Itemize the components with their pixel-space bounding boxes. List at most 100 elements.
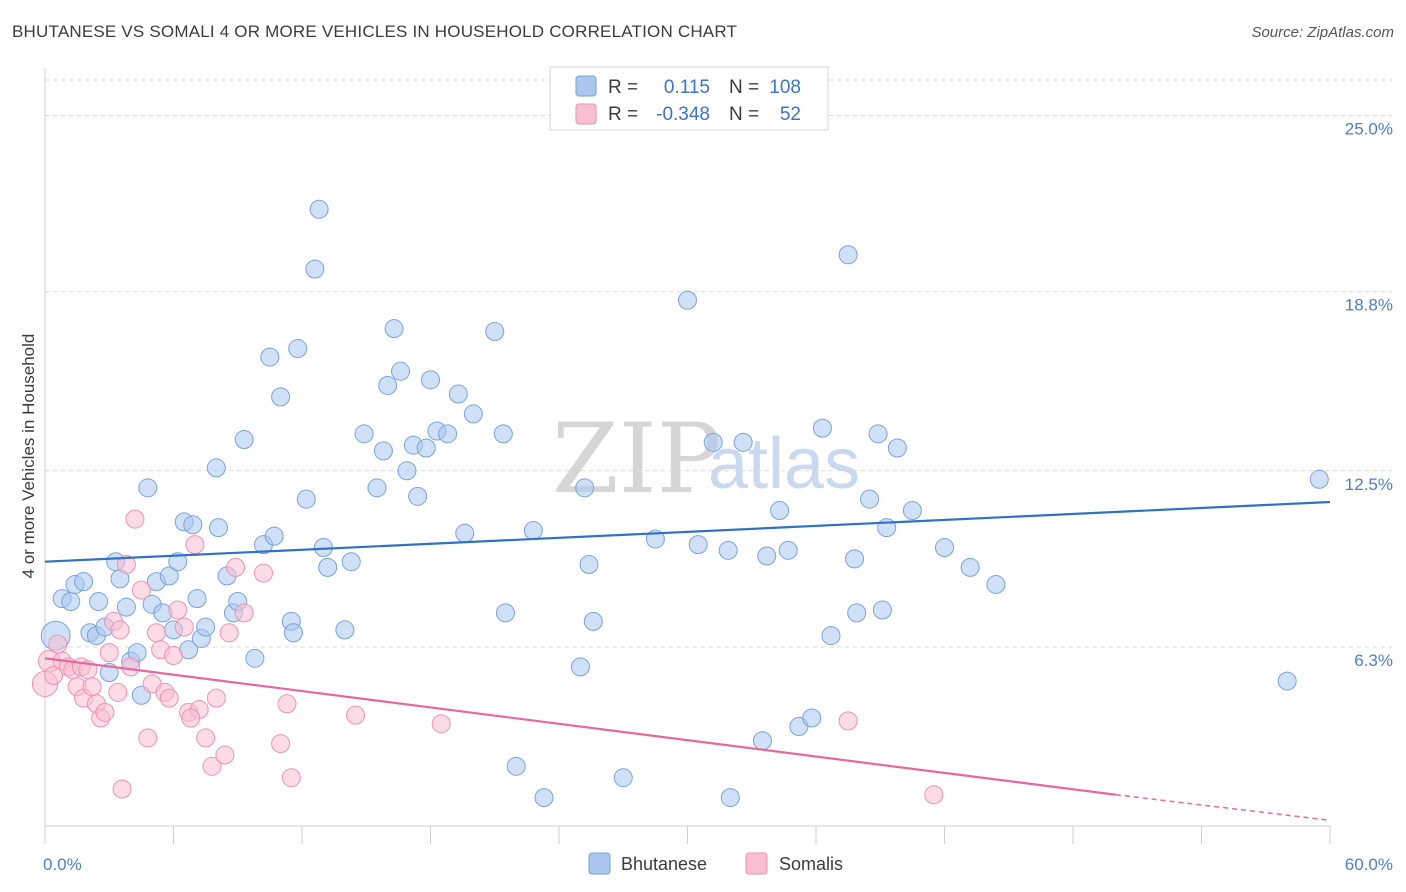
bhutanese-point — [187, 589, 207, 609]
series-legend: Bhutanese Somalis — [588, 852, 843, 875]
somalis-point — [95, 702, 115, 722]
bhutanese-point — [838, 245, 858, 265]
bhutanese-point — [183, 515, 203, 535]
bhutanese-point — [579, 555, 599, 575]
bhutanese-point — [778, 540, 798, 560]
chart-title: BHUTANESE VS SOMALI 4 OR MORE VEHICLES I… — [12, 22, 738, 41]
bhutanese-point — [986, 574, 1006, 594]
somalis-point — [281, 768, 301, 788]
bhutanese-point — [416, 438, 436, 458]
legend-swatch-blue — [575, 75, 597, 97]
bhutanese-point — [847, 603, 867, 623]
bhutanese-point — [373, 441, 393, 461]
trend-lines — [44, 500, 1331, 822]
correlation-legend: R = 0.115 N = 108 R = -0.348 N = 52 — [549, 66, 829, 131]
bhutanese-point — [296, 489, 316, 509]
bhutanese-point — [770, 501, 790, 521]
somalis-point — [838, 711, 858, 731]
somalis-point — [44, 665, 64, 685]
bhutanese-point — [506, 756, 526, 776]
bhutanese-point — [206, 458, 226, 478]
somalis-point — [226, 557, 246, 577]
legend-r-label: R = — [608, 77, 638, 98]
bhutanese-point — [570, 657, 590, 677]
somalis-point — [206, 688, 226, 708]
somalis-point — [431, 714, 451, 734]
somalis-point — [234, 603, 254, 623]
bhutanese-point — [733, 432, 753, 452]
bhutanese-point — [245, 648, 265, 668]
somalis-point — [219, 623, 239, 643]
bhutanese-point — [288, 339, 308, 359]
bhutanese-point — [283, 623, 303, 643]
bhutanese-point — [397, 461, 417, 481]
bhutanese-point — [902, 501, 922, 521]
y-tick-label: 6.3% — [1354, 651, 1393, 670]
bhutanese-point — [378, 376, 398, 396]
bhutanese-point — [455, 523, 475, 543]
bhutanese-point — [196, 617, 216, 637]
somalis-point — [174, 617, 194, 637]
bhutanese-point — [1309, 469, 1329, 489]
bhutanese-point — [408, 486, 428, 506]
bhutanese-point — [271, 387, 291, 407]
bhutanese-point — [821, 626, 841, 646]
bhutanese-point — [802, 708, 822, 728]
bhutanese-point — [1277, 671, 1297, 691]
bhutanese-point — [208, 518, 228, 538]
bhutanese-point — [61, 591, 81, 611]
bhutanese-point — [752, 731, 772, 751]
somalis-point — [159, 688, 179, 708]
bhutanese-point — [845, 549, 865, 569]
y-tick-label: 12.5% — [1345, 475, 1393, 494]
bhutanese-point — [868, 424, 888, 444]
somalis-point — [121, 657, 141, 677]
somalis-point — [196, 728, 216, 748]
bhutanese-point — [485, 322, 505, 342]
somalis-point — [346, 705, 366, 725]
bhutanese-point — [495, 603, 515, 623]
somalis-point — [215, 745, 235, 765]
bhutanese-point — [354, 424, 374, 444]
legend-r-label: R = — [608, 104, 638, 125]
bhutanese-point — [860, 489, 880, 509]
bhutanese-point — [89, 591, 109, 611]
bhutanese-point — [688, 535, 708, 555]
bhutanese-point — [575, 478, 595, 498]
bhutanese-point — [138, 478, 158, 498]
axes: 0.0% 60.0% — [43, 68, 1393, 874]
somalis-point — [277, 694, 297, 714]
watermark-atlas: atlas — [708, 424, 860, 504]
legend-n-label: N = — [729, 104, 759, 125]
somalis-point — [271, 734, 291, 754]
y-tick-label: 25.0% — [1345, 120, 1393, 139]
bhutanese-point — [493, 424, 513, 444]
watermark-zip: ZIP — [552, 403, 721, 515]
bhutanese-point — [318, 557, 338, 577]
bottom-legend-swatch-blue — [588, 852, 611, 875]
somalis-point — [125, 509, 145, 529]
bhutanese-point — [341, 552, 361, 572]
bhutanese-point — [264, 526, 284, 546]
somalis-point — [146, 623, 166, 643]
somalis-point — [138, 728, 158, 748]
bhutanese-point — [678, 290, 697, 310]
x-tick-label-min: 0.0% — [43, 855, 82, 874]
bhutanese-point — [116, 597, 136, 617]
somalis-point — [116, 555, 136, 575]
x-tick-label-max: 60.0% — [1345, 855, 1393, 874]
bhutanese-point — [757, 546, 777, 566]
bhutanese-point — [703, 432, 723, 452]
bhutanese-point — [305, 259, 325, 279]
bhutanese-point — [384, 319, 404, 339]
bhutanese-point — [935, 537, 954, 557]
gridlines: 6.3% 12.5% 18.8% 25.0% — [45, 79, 1393, 670]
somalis-point — [112, 779, 132, 799]
somalis-point — [185, 535, 205, 555]
somalis-point — [168, 600, 188, 620]
somalis-point — [924, 785, 944, 805]
bhutanese-point — [421, 370, 440, 390]
bhutanese-point — [887, 438, 907, 458]
bottom-legend-swatch-pink — [745, 852, 768, 875]
